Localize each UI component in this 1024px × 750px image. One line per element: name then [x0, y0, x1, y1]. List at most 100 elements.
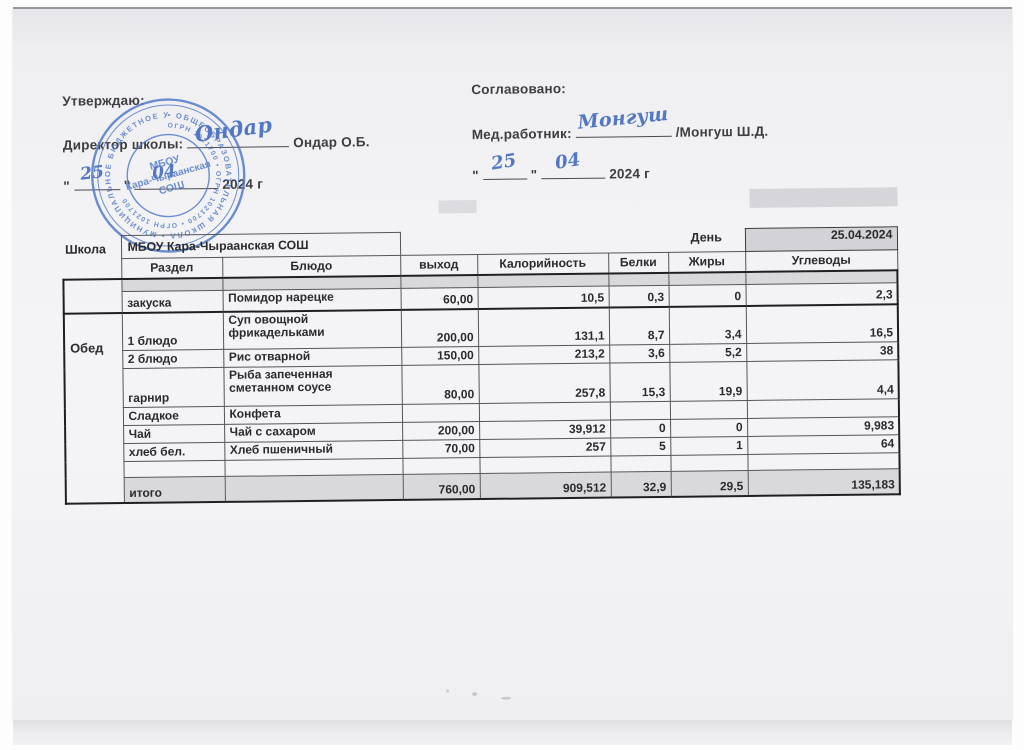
- itogo-vyhod: 760,00: [402, 473, 480, 500]
- date-day-handwriting: 25: [489, 149, 518, 175]
- dish-cell: Помидор нарецке: [222, 288, 401, 312]
- vyhod-cell: 200,00: [400, 308, 479, 348]
- date-month-handwriting: 04: [553, 149, 583, 174]
- medworker-signature-handwriting: Монгуш: [576, 102, 670, 134]
- zhiry-cell: 0: [670, 418, 748, 438]
- scan-speck: [472, 692, 478, 697]
- vyhod-cell: 150,00: [401, 346, 479, 366]
- spacer-cell: [123, 460, 225, 478]
- medworker-name: /Монгуш Ш.Д.: [675, 123, 769, 140]
- belki-cell: 8,7: [608, 306, 670, 346]
- group-cell-empty: [63, 278, 122, 314]
- kcal-cell: [478, 402, 611, 422]
- vyhod-cell: [401, 403, 480, 423]
- razdel-cell: Сладкое: [122, 406, 225, 426]
- stamp-outer-circle: [91, 98, 246, 253]
- spacer-cell: [402, 457, 480, 475]
- razdel-cell: 1 блюдо: [121, 311, 224, 351]
- stamp-second-circle: [97, 104, 240, 247]
- uglevody-cell: 38: [746, 341, 899, 362]
- zhiry-cell: 3,4: [668, 305, 747, 345]
- group-cell-obed: Обед: [63, 312, 124, 504]
- menu-table-area: Школа МБОУ Кара-Чыраанская СОШ День 25.0…: [62, 226, 901, 504]
- empty-cell: [477, 230, 608, 254]
- school-name-cell: МБОУ Кара-Чыраанская СОШ: [120, 232, 401, 259]
- spacer-cell: [610, 455, 671, 473]
- spacer-cell: [670, 454, 748, 472]
- dish-cell: Суп овощной фрикадельками: [222, 309, 402, 350]
- kcal-cell: 257: [479, 438, 611, 458]
- uglevody-cell: 4,4: [746, 359, 899, 401]
- empty-cell: [224, 474, 403, 502]
- col-header-zhiry: Жиры: [668, 251, 746, 273]
- vyhod-cell: 70,00: [402, 439, 480, 459]
- quote-mark: ": [472, 168, 479, 184]
- uglevody-cell: 9,983: [747, 416, 900, 437]
- razdel-cell: гарнир: [122, 367, 224, 408]
- uglevody-cell: [746, 398, 900, 419]
- itogo-kcal: 909,512: [479, 472, 611, 499]
- itogo-zhiry: 29,5: [670, 470, 748, 497]
- belki-cell: 0: [610, 419, 671, 439]
- col-header-kcal: Калорийность: [477, 253, 609, 275]
- zhiry-cell: [669, 400, 748, 420]
- menu-table: Школа МБОУ Кара-Чыраанская СОШ День 25.0…: [62, 226, 901, 504]
- vyhod-cell: 80,00: [401, 364, 479, 405]
- col-header-uglevody: Углеводы: [745, 249, 898, 272]
- belki-cell: 0,3: [608, 285, 669, 308]
- uglevody-cell: 2,3: [745, 282, 898, 306]
- itogo-uglevody: 135,183: [747, 468, 900, 496]
- scan-speck: [501, 696, 512, 700]
- spacer-cell: [479, 456, 611, 474]
- medworker-signature-underline: Монгуш: [575, 103, 672, 138]
- dish-cell: Хлеб пшеничный: [224, 440, 403, 461]
- scan-speck: [446, 689, 450, 693]
- belki-cell: 5: [610, 437, 671, 457]
- razdel-cell: Чай: [123, 424, 225, 444]
- zhiry-cell: 19,9: [669, 361, 747, 402]
- kcal-cell: 39,912: [479, 420, 611, 440]
- medworker-signature-line: Мед.работник: Монгуш /Монгуш Ш.Д.: [471, 103, 769, 143]
- razdel-cell: 2 блюдо: [122, 349, 224, 369]
- col-header-vyhod: выход: [400, 254, 478, 276]
- dish-cell: Рис отварной: [223, 347, 402, 368]
- scanned-paper: [13, 7, 1012, 720]
- col-header-blyudo: Блюдо: [222, 255, 401, 278]
- itogo-belki: 32,9: [610, 471, 671, 498]
- spacer-cell: [608, 272, 669, 287]
- day-label: День: [690, 229, 722, 245]
- dish-cell: Рыба запеченная сметанном соусе: [223, 365, 402, 407]
- belki-cell: [609, 401, 671, 421]
- belki-cell: 3,6: [609, 344, 670, 364]
- zhiry-cell: 1: [670, 436, 748, 456]
- menu-date-cell: 25.04.2024: [744, 226, 898, 252]
- date-month-underline: 04: [541, 149, 606, 180]
- approval-title-right: Соглавовано:: [471, 81, 567, 98]
- uglevody-cell: 16,5: [745, 303, 899, 344]
- date-day-underline: 25: [482, 150, 527, 180]
- director-name: Ондар О.Б.: [293, 134, 370, 151]
- scan-artifact: [438, 200, 477, 214]
- spacer-cell: [400, 274, 478, 289]
- zhiry-cell: 5,2: [669, 343, 747, 363]
- quote-mark: ": [63, 178, 71, 194]
- razdel-cell: хлеб бел.: [123, 442, 225, 462]
- kcal-cell: 10,5: [477, 286, 609, 309]
- empty-cell: [608, 229, 668, 253]
- date-year-text: 2024 г: [609, 166, 650, 182]
- dish-cell: Конфета: [223, 404, 403, 425]
- school-label: Школа: [64, 241, 107, 257]
- uglevody-cell: 64: [747, 434, 900, 455]
- scan-artifact: [749, 187, 898, 208]
- belki-cell: 15,3: [609, 362, 670, 403]
- spacer-cell: [668, 271, 746, 286]
- scanner-edge-shadow: [13, 720, 1012, 745]
- vyhod-cell: 200,00: [402, 421, 480, 441]
- razdel-cell: закуска: [121, 290, 223, 313]
- col-header-belki: Белки: [608, 252, 669, 274]
- medworker-role-label: Мед.работник:: [471, 125, 572, 143]
- empty-cell: [400, 232, 477, 256]
- kcal-cell: 213,2: [478, 345, 610, 365]
- vyhod-cell: 60,00: [400, 287, 478, 310]
